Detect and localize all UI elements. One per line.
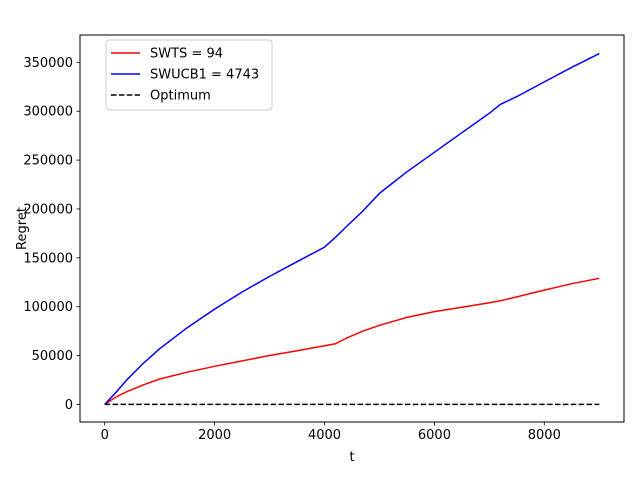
legend: SWTS = 94 SWUCB1 = 4743 Optimum [105,39,273,111]
y-tick-label-1: 50000 [32,349,73,364]
legend-box [105,39,273,111]
legend-label-0: SWTS = 94 [150,47,223,62]
y-tick-label-3: 150000 [23,251,73,266]
axis-ticks: 0 2000 4000 6000 8000 0 50000 100000 150000 20000… [23,56,561,443]
y-tick-label-2: 100000 [23,300,73,315]
y-tick-label-5: 250000 [23,154,73,169]
x-tick-label-4: 8000 [528,428,561,443]
plot-frame [79,34,625,423]
x-tick-label-0: 0 [101,428,109,443]
legend-label-2: Optimum [150,89,211,104]
y-tick-label-4: 200000 [23,202,73,217]
series-line-1 [104,52,600,405]
y-axis-label: Regret [15,207,30,250]
y-tick-label-0: 0 [65,398,73,413]
legend-label-1: SWUCB1 = 4743 [150,68,259,83]
y-tick-label-6: 300000 [23,105,73,120]
plot-lines [104,52,600,406]
x-tick-label-2: 4000 [308,428,341,443]
x-axis-label: t [349,450,354,465]
series-line-0 [104,277,600,406]
x-tick-label-3: 6000 [418,428,451,443]
y-tick-label-7: 350000 [23,56,73,71]
x-tick-label-1: 2000 [198,428,231,443]
